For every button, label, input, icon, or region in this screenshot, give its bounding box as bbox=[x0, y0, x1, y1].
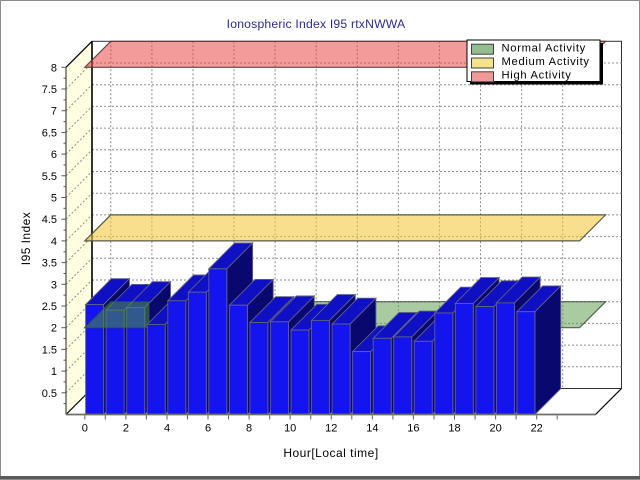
svg-text:Hour[Local time]: Hour[Local time] bbox=[283, 446, 378, 460]
svg-text:20: 20 bbox=[489, 423, 501, 435]
svg-text:16: 16 bbox=[407, 423, 419, 435]
svg-text:4: 4 bbox=[51, 236, 57, 248]
svg-text:22: 22 bbox=[531, 423, 543, 435]
svg-text:5: 5 bbox=[51, 193, 57, 205]
svg-text:2.5: 2.5 bbox=[42, 301, 57, 313]
svg-text:0.5: 0.5 bbox=[42, 388, 57, 400]
svg-text:18: 18 bbox=[448, 423, 460, 435]
svg-text:I95 Index: I95 Index bbox=[19, 212, 33, 265]
svg-text:Ionospheric Index I95 rtxNWWA: Ionospheric Index I95 rtxNWWA bbox=[227, 17, 406, 31]
svg-text:3: 3 bbox=[51, 279, 57, 291]
svg-text:8: 8 bbox=[246, 423, 252, 435]
svg-text:Medium Activity: Medium Activity bbox=[502, 56, 590, 68]
svg-text:7: 7 bbox=[51, 106, 57, 118]
svg-text:0: 0 bbox=[82, 423, 88, 435]
svg-text:6: 6 bbox=[205, 423, 211, 435]
svg-text:3.5: 3.5 bbox=[42, 258, 57, 270]
svg-text:4.5: 4.5 bbox=[42, 214, 57, 226]
svg-text:10: 10 bbox=[284, 423, 296, 435]
svg-text:2: 2 bbox=[123, 423, 129, 435]
svg-text:High Activity: High Activity bbox=[502, 69, 572, 81]
svg-text:12: 12 bbox=[325, 423, 337, 435]
svg-text:7.5: 7.5 bbox=[42, 84, 57, 96]
svg-text:5.5: 5.5 bbox=[42, 171, 57, 183]
svg-text:Normal Activity: Normal Activity bbox=[502, 42, 586, 54]
svg-text:6.5: 6.5 bbox=[42, 127, 57, 139]
svg-text:14: 14 bbox=[366, 423, 378, 435]
svg-text:4: 4 bbox=[164, 423, 170, 435]
svg-text:1: 1 bbox=[51, 366, 57, 378]
svg-text:2: 2 bbox=[51, 323, 57, 335]
svg-text:8: 8 bbox=[51, 62, 57, 74]
svg-text:1.5: 1.5 bbox=[42, 344, 57, 356]
svg-text:6: 6 bbox=[51, 149, 57, 161]
